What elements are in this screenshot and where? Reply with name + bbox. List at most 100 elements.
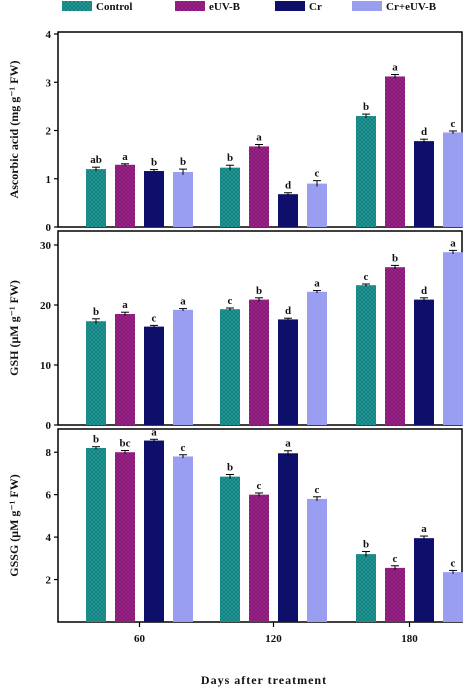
gsh-significance-letter: b <box>93 306 99 318</box>
ascorbic-acid-significance-letter: d <box>421 126 427 138</box>
legend-label-control: Control <box>96 1 132 13</box>
gsh-significance-letter: c <box>152 312 157 324</box>
gsh-bar-cr-euvb <box>173 309 193 425</box>
legend-label-euvb: eUV-B <box>209 1 241 13</box>
gssg-significance-letter: a <box>285 438 291 450</box>
ascorbic-acid-bar-cr-euvb <box>443 132 463 227</box>
ascorbic-acid-significance-letter: a <box>256 131 262 143</box>
gsh-significance-letter: a <box>450 237 456 249</box>
legend-label-cr: Cr <box>309 1 322 13</box>
gsh-significance-letter: a <box>180 296 186 308</box>
ascorbic-acid-y-tick-label: 0 <box>46 222 52 234</box>
legend: Control eUV-B Cr Cr+eUV-B <box>62 1 437 13</box>
gsh-bar-euvb <box>115 314 135 425</box>
gsh-y-tick-label: 10 <box>40 360 52 372</box>
gsh-significance-letter: d <box>285 305 291 317</box>
gsh-significance-letter: b <box>392 252 398 264</box>
gsh-significance-letter: c <box>228 295 233 307</box>
ascorbic-acid-bar-cr-euvb <box>307 183 327 227</box>
ascorbic-acid-bar-cr <box>144 171 164 227</box>
x-tick-label: 120 <box>265 633 282 645</box>
legend-label-cr-euvb: Cr+eUV-B <box>386 1 437 13</box>
gsh-y-axis-title: GSH (μM g⁻¹ FW) <box>7 280 21 376</box>
gssg-bar-control <box>220 476 240 622</box>
ascorbic-acid-y-tick-label: 3 <box>46 77 52 89</box>
legend-swatch-euvb <box>175 1 205 11</box>
gsh-bar-cr-euvb <box>443 252 463 425</box>
gssg-significance-letter: a <box>421 523 427 535</box>
gssg-bar-euvb <box>385 567 405 622</box>
ascorbic-acid-bar-cr <box>414 141 434 227</box>
ascorbic-acid-significance-letter: ab <box>90 154 102 166</box>
ascorbic-acid-y-tick-label: 1 <box>46 174 52 186</box>
ascorbic-acid-significance-letter: a <box>392 62 398 74</box>
ascorbic-acid-bar-euvb <box>249 146 269 227</box>
gssg-bar-cr <box>278 453 298 622</box>
gssg-bar-euvb <box>115 452 135 622</box>
gssg-y-tick-label: 6 <box>46 490 52 502</box>
ascorbic-acid-significance-letter: d <box>285 180 291 192</box>
ascorbic-acid-significance-letter: b <box>227 152 233 164</box>
gssg-significance-letter: c <box>451 557 456 569</box>
gsh-y-tick-label: 30 <box>40 240 52 252</box>
ascorbic-acid-significance-letter: b <box>180 156 186 168</box>
ascorbic-acid-significance-letter: b <box>363 101 369 113</box>
legend-swatch-cr <box>275 1 305 11</box>
gsh-bar-cr-euvb <box>307 291 327 425</box>
gsh-significance-letter: c <box>364 271 369 283</box>
gssg-significance-letter: c <box>257 480 262 492</box>
gsh-bar-euvb <box>385 267 405 425</box>
gsh-significance-letter: b <box>256 285 262 297</box>
gsh-bar-cr <box>278 319 298 425</box>
ascorbic-acid-bar-control <box>356 116 376 227</box>
gssg-significance-letter: b <box>363 539 369 551</box>
gssg-bar-cr-euvb <box>443 572 463 622</box>
gssg-y-tick-label: 2 <box>46 575 52 587</box>
gsh-bar-euvb <box>249 299 269 425</box>
gssg-significance-letter: c <box>181 442 186 454</box>
gssg-significance-letter: a <box>151 426 157 438</box>
ascorbic-acid-bar-euvb <box>115 164 135 227</box>
ascorbic-acid-significance-letter: a <box>122 151 128 163</box>
legend-swatch-cr-euvb <box>352 1 382 11</box>
gsh-bar-control <box>356 285 376 425</box>
gsh-bar-cr <box>414 299 434 425</box>
gssg-bar-cr <box>144 440 164 622</box>
gssg-significance-letter: c <box>393 553 398 565</box>
ascorbic-acid-y-axis-title: Ascorbic acid (mg g⁻¹ FW) <box>7 61 21 199</box>
gsh-bar-cr <box>144 326 164 425</box>
x-tick-label: 60 <box>134 633 146 645</box>
x-axis-title: Days after treatment <box>201 673 327 687</box>
x-tick-label: 180 <box>401 633 418 645</box>
gsh-y-tick-label: 20 <box>40 300 52 312</box>
gsh-bar-control <box>220 309 240 425</box>
ascorbic-acid-y-tick-label: 4 <box>46 29 52 41</box>
ascorbic-acid-bar-control <box>220 167 240 227</box>
gssg-significance-letter: b <box>227 462 233 474</box>
ascorbic-acid-significance-letter: c <box>451 118 456 130</box>
gssg-y-tick-label: 4 <box>46 532 52 544</box>
gssg-significance-letter: bc <box>120 438 131 450</box>
gssg-bar-control <box>86 447 106 622</box>
gsh-panel: 0 10 20 30 GSH (μM g⁻¹ FW) b a c a c b d a c b d a <box>7 230 463 432</box>
gssg-y-axis-title: GSSG (μM g⁻¹ FW) <box>7 474 21 576</box>
gssg-bar-euvb <box>249 494 269 622</box>
gsh-significance-letter: a <box>122 299 128 311</box>
gsh-bar-control <box>86 321 106 425</box>
ascorbic-acid-bar-cr-euvb <box>173 171 193 227</box>
gssg-significance-letter: b <box>93 434 99 446</box>
gsh-significance-letter: a <box>314 278 320 290</box>
gssg-bar-control <box>356 554 376 622</box>
ascorbic-acid-bar-cr <box>278 194 298 227</box>
gssg-y-tick-label: 8 <box>46 447 52 459</box>
gssg-bar-cr-euvb <box>173 456 193 622</box>
ascorbic-acid-bar-control <box>86 169 106 227</box>
gsh-y-tick-label: 0 <box>46 420 52 432</box>
gssg-bar-cr <box>414 538 434 622</box>
ascorbic-acid-y-tick-label: 2 <box>46 126 52 138</box>
ascorbic-acid-bar-euvb <box>385 76 405 228</box>
gssg-significance-letter: c <box>315 484 320 496</box>
